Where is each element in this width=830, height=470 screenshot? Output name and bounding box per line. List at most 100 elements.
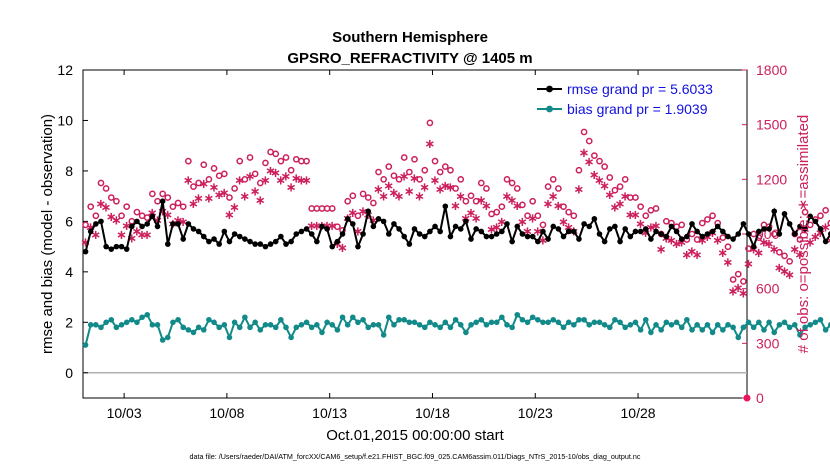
rmse-point bbox=[211, 236, 217, 242]
rmse-point bbox=[493, 231, 500, 237]
obs-possible-point bbox=[236, 157, 244, 165]
bias-point bbox=[365, 324, 372, 331]
obs-assimilated-point: ∗ bbox=[810, 230, 821, 245]
bias-point bbox=[283, 324, 289, 331]
obs-assimilated-point: ∗ bbox=[738, 286, 749, 301]
x-tick-label: 10/13 bbox=[312, 405, 347, 421]
rmse-point bbox=[195, 228, 202, 235]
rmse-point bbox=[468, 236, 474, 242]
obs-possible-point bbox=[226, 194, 233, 201]
obs-assimilated-point: ∗ bbox=[820, 221, 830, 236]
obs-possible-point bbox=[452, 185, 459, 192]
obs-assimilated-point: ∗ bbox=[789, 243, 800, 258]
rmse-point bbox=[709, 228, 716, 235]
bias-point bbox=[642, 316, 649, 323]
obs-possible-point bbox=[118, 212, 125, 220]
bias-point bbox=[375, 322, 382, 328]
obs-assimilated-point: ∗ bbox=[507, 193, 518, 208]
bias-point bbox=[540, 319, 546, 326]
rmse-point bbox=[817, 226, 824, 232]
rmse-point bbox=[129, 223, 135, 230]
rmse-point bbox=[786, 221, 793, 227]
bias-point bbox=[545, 319, 551, 326]
obs-possible-point bbox=[652, 205, 660, 212]
bias-point bbox=[195, 324, 202, 331]
rmse-point bbox=[103, 243, 109, 250]
x-tick-label: 10/28 bbox=[621, 405, 656, 421]
obs-assimilated-point: ∗ bbox=[80, 235, 91, 250]
bias-point bbox=[797, 332, 803, 338]
obs-possible-point bbox=[328, 205, 336, 212]
obs-assimilated-point: ∗ bbox=[132, 224, 143, 239]
rmse-point bbox=[421, 233, 428, 240]
bias-point bbox=[236, 324, 243, 331]
rmse-point bbox=[447, 233, 454, 240]
rmse-point bbox=[303, 226, 310, 232]
bias-point bbox=[493, 319, 500, 326]
obs-possible-point bbox=[370, 199, 377, 207]
obs-assimilated-point: ∗ bbox=[563, 221, 574, 236]
bias-point bbox=[221, 322, 228, 328]
bias-point bbox=[437, 324, 443, 331]
bias-point bbox=[468, 322, 474, 328]
obs-assimilated-point: ∗ bbox=[445, 181, 456, 196]
y-tick-label-left: 12 bbox=[57, 62, 73, 78]
rmse-point bbox=[689, 221, 695, 227]
bias-point bbox=[571, 322, 577, 328]
bias-point bbox=[663, 319, 670, 326]
obs-assimilated-point: ∗ bbox=[676, 235, 687, 250]
obs-assimilated-point: ∗ bbox=[687, 244, 698, 259]
obs-assimilated-point: ∗ bbox=[599, 179, 610, 194]
obs-possible-point bbox=[709, 212, 716, 220]
obs-assimilated-point: ∗ bbox=[188, 197, 199, 212]
rmse-point bbox=[432, 223, 438, 230]
rmse-point bbox=[236, 233, 243, 240]
bias-point bbox=[550, 316, 557, 323]
obs-assimilated-point: ∗ bbox=[296, 173, 307, 188]
obs-assimilated-point: ∗ bbox=[368, 213, 379, 228]
obs-assimilated-point: ∗ bbox=[692, 248, 703, 263]
obs-assimilated-point: ∗ bbox=[805, 235, 816, 250]
bias-point bbox=[586, 322, 593, 328]
rmse-point bbox=[82, 248, 89, 255]
rmse-point bbox=[113, 243, 120, 250]
rmse-point bbox=[550, 223, 557, 230]
obs-assimilated-point: ∗ bbox=[748, 243, 759, 258]
obs-assimilated-point: ∗ bbox=[281, 170, 292, 185]
obs-possible-point bbox=[688, 230, 696, 238]
y-tick-label-left: 0 bbox=[65, 365, 73, 381]
rmse-point bbox=[355, 243, 361, 250]
bias-point bbox=[689, 327, 695, 333]
obs-assimilated-point: ∗ bbox=[424, 137, 435, 152]
obs-assimilated-point: ∗ bbox=[239, 190, 250, 205]
obs-assimilated-point: ∗ bbox=[645, 221, 656, 236]
rmse-point bbox=[427, 228, 433, 235]
x-tick-label: 10/03 bbox=[107, 405, 142, 421]
obs-possible-point bbox=[580, 128, 588, 136]
rmse-point bbox=[380, 218, 387, 225]
obs-assimilated-point: ∗ bbox=[250, 184, 261, 199]
bias-point bbox=[401, 316, 408, 323]
obs-possible-point bbox=[87, 203, 95, 211]
rmse-point bbox=[123, 246, 130, 252]
obs-assimilated-point: ∗ bbox=[486, 223, 497, 238]
y-tick-label-left: 10 bbox=[57, 112, 73, 128]
rmse-point bbox=[144, 221, 151, 227]
rmse-point bbox=[360, 231, 366, 237]
obs-assimilated-point: ∗ bbox=[358, 204, 369, 219]
chart-title-line2: GPSRO_REFRACTIVITY @ 1405 m bbox=[287, 50, 532, 67]
y-tick-label-left: 6 bbox=[65, 213, 73, 229]
obs-possible-point bbox=[678, 221, 686, 229]
obs-assimilated-point: ∗ bbox=[291, 172, 302, 187]
obs-assimilated-point: ∗ bbox=[301, 173, 312, 188]
obs-assimilated-point: ∗ bbox=[681, 248, 692, 263]
rmse-point bbox=[807, 213, 814, 220]
rmse-point bbox=[678, 236, 685, 242]
bias-point bbox=[658, 327, 664, 333]
bias-point bbox=[478, 316, 485, 323]
obs-possible-point bbox=[513, 185, 521, 192]
obs-possible-point bbox=[174, 199, 182, 207]
obs-possible-point bbox=[426, 119, 434, 127]
rmse-point bbox=[720, 228, 726, 235]
bias-point bbox=[123, 319, 130, 326]
